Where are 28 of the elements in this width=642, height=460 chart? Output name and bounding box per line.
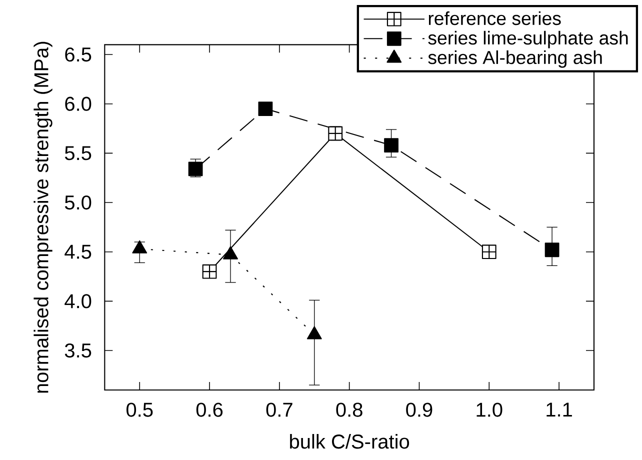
x-tick-label: 1.0 xyxy=(476,402,502,417)
x-tick-label: 1.1 xyxy=(546,402,572,416)
x-tick-label: 0.6 xyxy=(196,402,223,417)
point xyxy=(202,264,217,279)
y-axis-title: normalised compressive strength (MPa) xyxy=(34,42,52,393)
x-tick-label: 0.9 xyxy=(406,402,432,417)
point xyxy=(482,244,496,260)
y-tick-label: 5.0 xyxy=(64,195,92,210)
point xyxy=(306,326,322,340)
point xyxy=(132,240,148,254)
y-tick-label: 6.5 xyxy=(65,47,92,62)
x-tick-label: 0.8 xyxy=(336,402,362,417)
legend-label: series Al-bearing ash xyxy=(428,50,602,68)
y-tick-label: 4.0 xyxy=(64,294,92,308)
legend-label: series lime-sulphate ash xyxy=(428,30,628,48)
point xyxy=(544,242,560,258)
y-tick-label: 3.5 xyxy=(64,343,92,358)
point xyxy=(223,246,238,260)
point xyxy=(258,102,273,116)
x-tick-label: 0.7 xyxy=(266,402,292,417)
point xyxy=(188,162,203,176)
x-axis-title: bulk C/S-ratio xyxy=(290,434,410,449)
x-tick-label: 0.5 xyxy=(126,402,153,417)
y-tick-label: 4.5 xyxy=(64,244,92,259)
legend-label: reference series xyxy=(428,11,561,26)
y-tick-label: 5.5 xyxy=(64,146,92,160)
point xyxy=(384,138,398,153)
y-tick-label: 6.0 xyxy=(65,96,92,111)
